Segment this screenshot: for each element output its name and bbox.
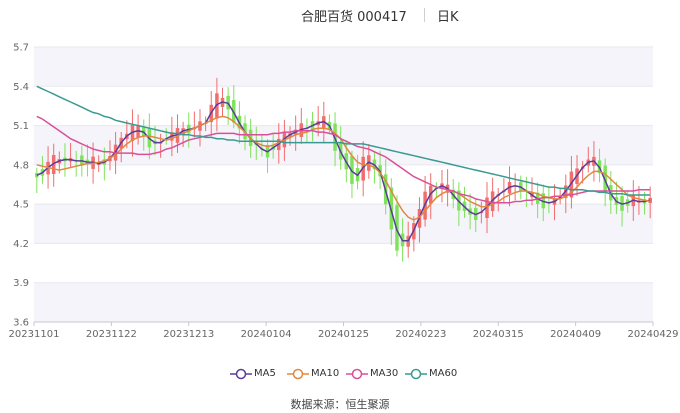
- y-tick-label: 4.2: [13, 239, 29, 250]
- x-tick-label: 20240104: [241, 329, 292, 340]
- legend-label: MA10: [311, 368, 340, 379]
- candle-body: [51, 154, 56, 174]
- legend-label: MA60: [429, 368, 458, 379]
- legend-marker-icon: [287, 368, 309, 380]
- x-tick-label: 20240429: [628, 329, 679, 340]
- legend-marker-icon: [346, 368, 368, 380]
- chart-header: 合肥百货 000417 日K: [0, 0, 680, 28]
- x-tick-label: 20240315: [473, 329, 524, 340]
- ma30-line: [36, 115, 651, 204]
- y-tick-label: 5.1: [13, 121, 29, 132]
- x-tick-label: 20231101: [9, 329, 60, 340]
- y-tick-label: 3.9: [13, 278, 29, 289]
- data-source-note: 数据来源：恒生聚源: [290, 398, 390, 411]
- x-tick-label: 20240409: [550, 329, 601, 340]
- y-tick-label: 3.6: [13, 318, 29, 329]
- y-tick-label: 5.4: [13, 82, 29, 93]
- chart-legend: MA5 MA10 MA30 MA60: [0, 366, 680, 384]
- legend-label: MA5: [254, 368, 276, 379]
- candle-body: [350, 156, 354, 184]
- plot-band: [34, 47, 653, 87]
- legend-marker-icon: [230, 368, 252, 380]
- legend-marker-icon: [405, 368, 427, 380]
- x-tick-label: 20231213: [163, 329, 214, 340]
- header-separator: [424, 8, 425, 22]
- y-tick-label: 4.8: [13, 160, 29, 171]
- plot-band: [34, 204, 653, 244]
- period-label: 日K: [437, 10, 459, 25]
- legend-label: MA30: [370, 368, 399, 379]
- x-tick-label: 20240125: [318, 329, 369, 340]
- plot-band: [34, 282, 653, 322]
- y-tick-label: 5.7: [13, 43, 29, 54]
- x-tick-label: 20240223: [395, 329, 446, 340]
- y-tick-label: 4.5: [13, 200, 29, 211]
- candle-body: [569, 171, 574, 198]
- ma60-line: [36, 85, 651, 196]
- x-tick-label: 20231122: [86, 329, 137, 340]
- chart-title: 合肥百货 000417: [301, 10, 407, 25]
- ma5-line: [36, 101, 651, 242]
